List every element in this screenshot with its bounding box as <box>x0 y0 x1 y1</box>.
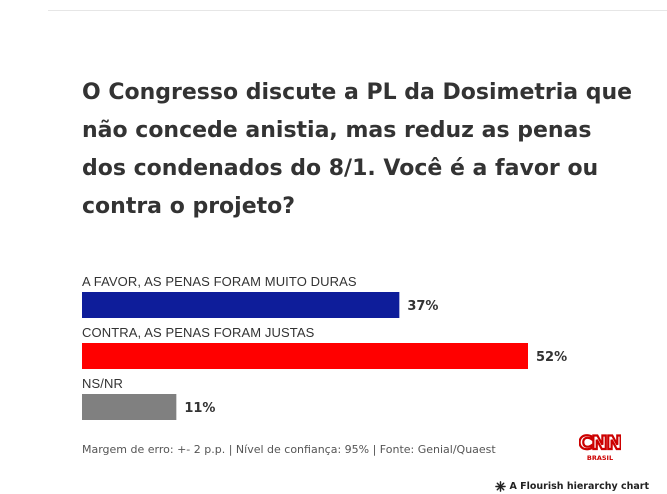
bar[interactable] <box>82 292 400 318</box>
flourish-label: A Flourish hierarchy chart <box>509 481 649 492</box>
logo-text: CNN <box>579 432 621 454</box>
bar-value-label: 37% <box>407 299 438 314</box>
bar[interactable] <box>82 343 528 369</box>
cnn-brasil-logo: CNN BRASIL <box>579 431 621 462</box>
bar-value-label: 11% <box>184 401 215 416</box>
bar-value-label: 52% <box>536 350 567 365</box>
logo-subtext: BRASIL <box>587 454 613 462</box>
bar-chart: A FAVOR, AS PENAS FORAM MUITO DURAS 37% CO… <box>82 274 567 420</box>
source-note: Margem de erro: +- 2 p.p. | Nível de con… <box>82 443 496 456</box>
chart-title: O Congresso discute a PL da Dosimetria q… <box>82 80 633 219</box>
flourish-credit[interactable]: A Flourish hierarchy chart <box>495 481 649 492</box>
bar[interactable] <box>82 394 177 420</box>
bar-category-label: NS/NR <box>82 376 123 391</box>
bar-category-label: CONTRA, AS PENAS FORAM JUSTAS <box>82 325 315 340</box>
flourish-asterisk-icon <box>495 481 507 492</box>
bar-category-label: A FAVOR, AS PENAS FORAM MUITO DURAS <box>82 274 357 289</box>
top-divider <box>48 10 667 11</box>
